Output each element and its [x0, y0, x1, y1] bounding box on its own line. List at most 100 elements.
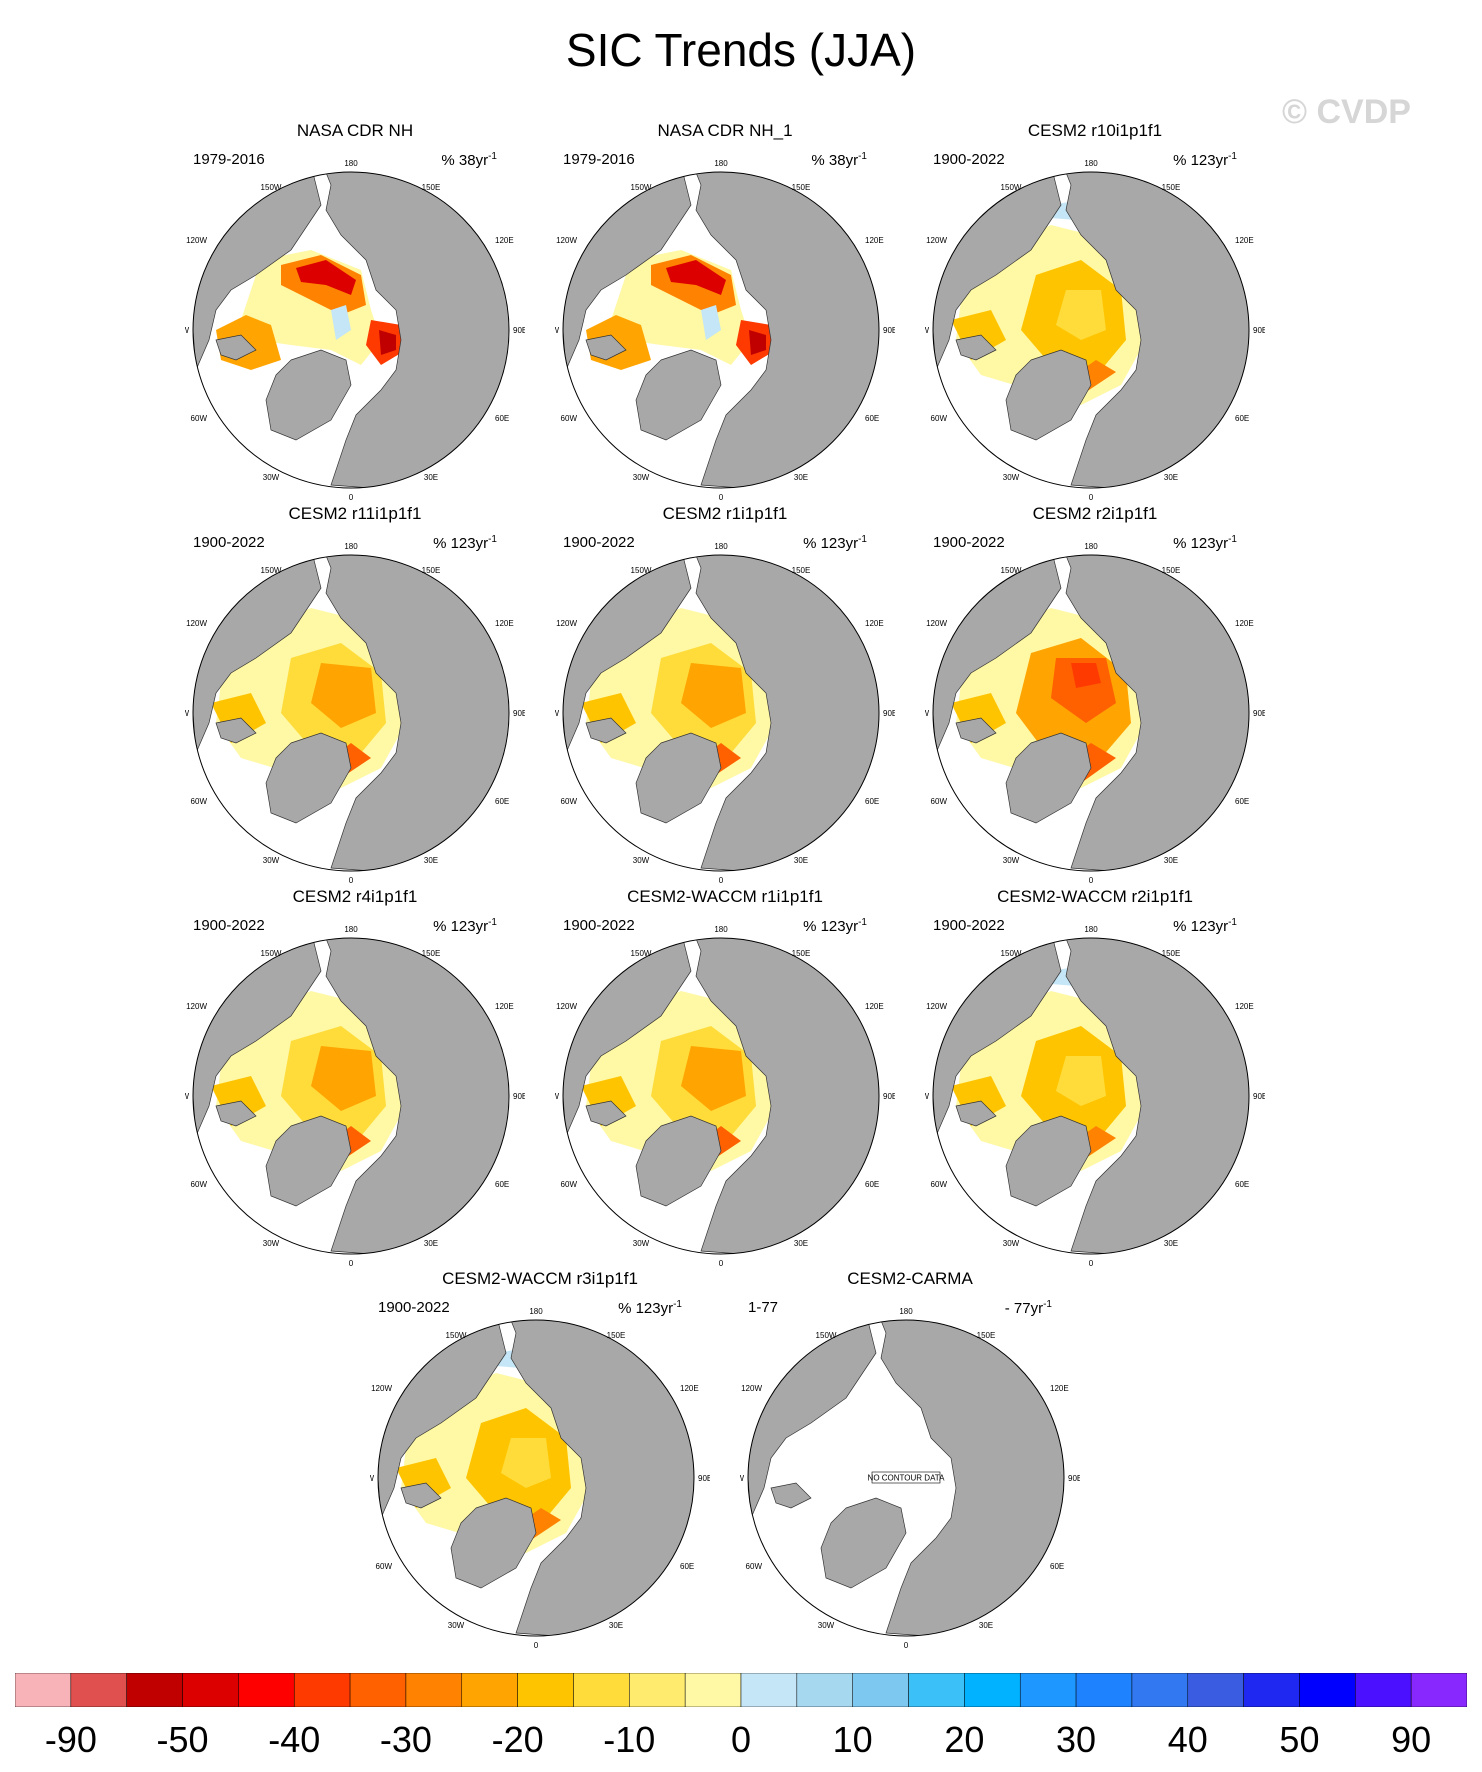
trend-contour — [701, 305, 721, 340]
colorbar-swatch — [293, 1673, 351, 1707]
panel-units: % 123yr-1 — [1173, 147, 1237, 171]
watermark: © CVDP — [1282, 93, 1411, 131]
colorbar-swatch — [126, 1673, 183, 1707]
map-border — [932, 554, 1250, 872]
longitude-label: 30W — [818, 1621, 835, 1630]
colorbar-swatch — [1187, 1673, 1244, 1707]
trend-contour — [666, 260, 726, 295]
longitude-label: 60E — [495, 1180, 509, 1189]
longitude-label: 180 — [1084, 159, 1098, 168]
land-greenland — [1005, 1115, 1092, 1207]
panel-units-exponent: -1 — [858, 534, 867, 545]
colorbar-swatch — [349, 1673, 407, 1707]
land-greenland — [450, 1497, 537, 1589]
land-hudson-island — [215, 717, 257, 744]
map-panel: CESM2 r1i1p1f1 1900-2022% 123yr-1 180 150E 1… — [555, 503, 895, 883]
longitude-label: 90W — [370, 1474, 374, 1483]
longitude-label: 150W — [261, 566, 282, 575]
longitude-label: 90E — [698, 1474, 710, 1483]
longitude-label: 60E — [1235, 797, 1249, 806]
polar-map: 180 150E 120E 90E 60E 30E 0 30W 60W 90W 120W 150W — [185, 542, 525, 883]
longitude-label: 30W — [1003, 473, 1020, 482]
longitude-label: 30W — [263, 856, 280, 865]
longitude-label: 90E — [1253, 326, 1265, 335]
longitude-label: 150E — [1162, 566, 1181, 575]
map-border — [562, 171, 880, 489]
panel-years: 1900-2022 — [563, 917, 635, 934]
polar-map: 180 150E 120E 90E 60E 30E 0 30W 60W 90W 120W 150W — [555, 925, 895, 1266]
panel-units-exponent: -1 — [1043, 1299, 1052, 1310]
map-panel: CESM2 r4i1p1f1 1900-2022% 123yr-1 180 150E 1… — [185, 886, 525, 1266]
trend-contour — [311, 663, 376, 728]
colorbar-swatch — [1410, 1673, 1467, 1707]
colorbar — [15, 1673, 1467, 1707]
panel-title: CESM2-WACCM r2i1p1f1 — [997, 887, 1193, 906]
longitude-label: 0 — [904, 1641, 909, 1648]
longitude-label: 150E — [792, 183, 811, 192]
longitude-label: 90W — [925, 709, 929, 718]
panel-units-exponent: -1 — [488, 534, 497, 545]
longitude-label: 120W — [926, 619, 947, 628]
colorbar-swatch — [1299, 1673, 1356, 1707]
map-panel: CESM2-CARMA 1-77 - 77yr-1 180 150E 120E 90E 60E… — [740, 1268, 1080, 1648]
panel-title: CESM2 r11i1p1f1 — [288, 504, 422, 523]
panel-years: 1979-2016 — [193, 151, 265, 168]
polar-map: 180 150E 120E 90E 60E 30E 0 30W 60W 90W 120W 150W — [555, 159, 895, 500]
land-hudson-island — [770, 1482, 812, 1509]
longitude-label: 120E — [495, 1002, 514, 1011]
longitude-label: 150W — [631, 566, 652, 575]
longitude-label: 90W — [555, 709, 559, 718]
no-data-label: NO CONTOUR DATA — [868, 1474, 946, 1483]
panel-units: % 123yr-1 — [618, 1295, 682, 1319]
longitude-label: 90W — [925, 326, 929, 335]
colorbar-swatch — [629, 1673, 686, 1707]
panel-units: % 38yr-1 — [441, 147, 497, 171]
longitude-label: 90E — [1253, 1092, 1265, 1101]
colorbar-labels: -90 -50 -40 -30 -20 -10 0 10 20 30 40 50 90 — [0, 1718, 1482, 1768]
map-border — [192, 554, 510, 872]
longitude-label: 180 — [1084, 925, 1098, 934]
longitude-label: 90E — [1253, 709, 1265, 718]
longitude-label: 90W — [185, 326, 189, 335]
panel-units-exponent: -1 — [673, 1299, 682, 1310]
panel-units-text: % 123yr — [1173, 152, 1229, 169]
longitude-label: 150W — [446, 1331, 467, 1340]
longitude-label: 180 — [714, 925, 728, 934]
longitude-label: 120E — [495, 236, 514, 245]
trend-contour — [681, 663, 746, 728]
colorbar-tick-label: 90 — [1391, 1719, 1432, 1760]
longitude-label: 120W — [186, 236, 207, 245]
longitude-label: 120E — [495, 619, 514, 628]
longitude-label: 90W — [555, 1092, 559, 1101]
longitude-label: 30E — [794, 473, 808, 482]
land-greenland — [1005, 732, 1092, 824]
map-border — [562, 554, 880, 872]
longitude-label: 60E — [865, 414, 879, 423]
longitude-label: 30W — [263, 473, 280, 482]
map-panel: CESM2-WACCM r2i1p1f1 1900-2022% 123yr-1 18… — [925, 886, 1265, 1266]
longitude-label: 150E — [1162, 949, 1181, 958]
longitude-label: 90E — [1068, 1474, 1080, 1483]
longitude-label: 30E — [424, 1239, 438, 1248]
trend-contour — [1056, 1056, 1106, 1106]
longitude-label: 120W — [371, 1384, 392, 1393]
longitude-label: 120E — [680, 1384, 699, 1393]
map-border — [192, 937, 510, 1255]
longitude-label: 120W — [556, 236, 577, 245]
longitude-label: 0 — [349, 1259, 354, 1266]
longitude-label: 0 — [1089, 876, 1094, 883]
land-hudson-island — [955, 334, 997, 361]
panel-units: % 123yr-1 — [433, 530, 497, 554]
panel-units-text: % 123yr — [433, 535, 489, 552]
longitude-label: 60W — [191, 797, 208, 806]
longitude-label: 30E — [794, 1239, 808, 1248]
panel-title: CESM2 r2i1p1f1 — [1032, 504, 1158, 523]
longitude-label: 120E — [1235, 1002, 1254, 1011]
longitude-label: 60E — [865, 1180, 879, 1189]
land-hudson-island — [585, 717, 627, 744]
map-panel: CESM2 r11i1p1f1 1900-2022 % 123yr-1 180 150E… — [185, 503, 525, 883]
longitude-label: 120E — [865, 1002, 884, 1011]
longitude-label: 150E — [792, 566, 811, 575]
panel-title: CESM2-WACCM r3i1p1f1 — [442, 1269, 638, 1288]
panel-units: % 123yr-1 — [1173, 913, 1237, 937]
